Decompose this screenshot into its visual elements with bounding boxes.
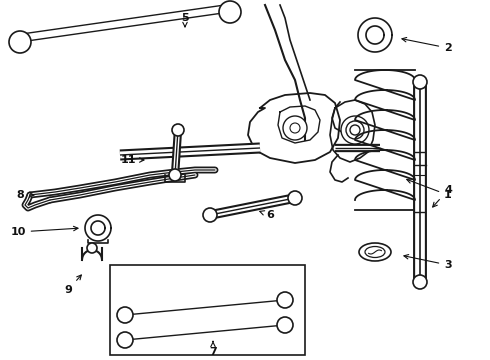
Circle shape <box>117 332 133 348</box>
Circle shape <box>277 292 293 308</box>
Text: 10: 10 <box>10 226 78 237</box>
Circle shape <box>413 75 427 89</box>
Circle shape <box>283 116 307 140</box>
Circle shape <box>203 208 217 222</box>
Text: 6: 6 <box>260 210 274 220</box>
Text: 9: 9 <box>64 275 81 295</box>
Circle shape <box>117 307 133 323</box>
Text: 5: 5 <box>181 13 189 27</box>
Text: 2: 2 <box>402 37 452 53</box>
Circle shape <box>350 125 360 135</box>
Text: 1: 1 <box>407 179 452 200</box>
Ellipse shape <box>359 243 391 261</box>
Circle shape <box>341 116 369 144</box>
Text: 3: 3 <box>404 255 452 270</box>
Text: 7: 7 <box>209 341 217 357</box>
Circle shape <box>87 243 97 253</box>
Circle shape <box>169 169 181 181</box>
Text: 11: 11 <box>120 155 144 165</box>
Text: 8: 8 <box>16 190 34 200</box>
Circle shape <box>413 275 427 289</box>
FancyBboxPatch shape <box>110 265 305 355</box>
Circle shape <box>9 31 31 53</box>
Circle shape <box>172 124 184 136</box>
Text: 4: 4 <box>433 185 452 207</box>
Circle shape <box>277 317 293 333</box>
Circle shape <box>288 191 302 205</box>
Circle shape <box>219 1 241 23</box>
Circle shape <box>346 121 364 139</box>
